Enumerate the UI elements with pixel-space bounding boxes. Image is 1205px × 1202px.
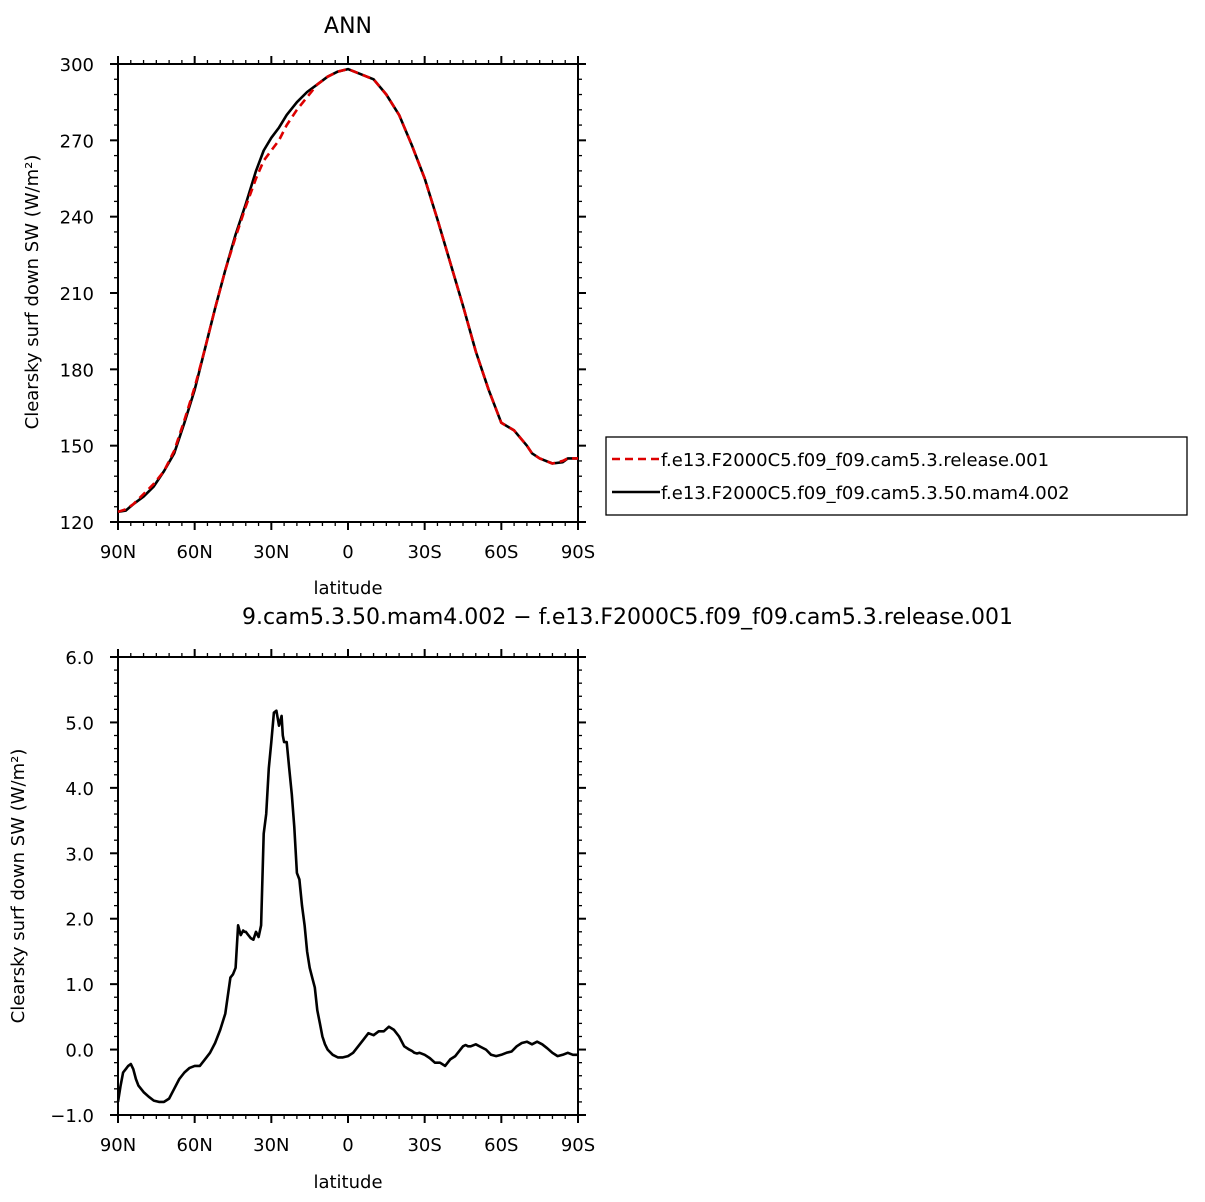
bottom-y-axis-label: Clearsky surf down SW (W/m²) xyxy=(8,749,29,1024)
top-y-tick-label: 120 xyxy=(60,513,94,534)
bottom-x-tick-label: 90N xyxy=(100,1135,136,1156)
legend-label-mam4: f.e13.F2000C5.f09_f09.cam5.3.50.mam4.002 xyxy=(661,483,1070,504)
top-y-tick-label: 300 xyxy=(60,55,94,76)
top-series-line-0 xyxy=(117,67,578,514)
bottom-x-axis-label: latitude xyxy=(313,1172,382,1193)
bottom-x-tick-label: 30N xyxy=(253,1135,289,1156)
bottom-x-tick-label: 0 xyxy=(342,1135,353,1156)
top-y-tick-label: 210 xyxy=(60,284,94,305)
bottom-y-tick-label: 6.0 xyxy=(65,648,94,669)
bottom-x-tick-label: 60N xyxy=(176,1135,212,1156)
bottom-panel: 9.cam5.3.50.mam4.002 − f.e13.F2000C5.f09… xyxy=(8,605,1013,1193)
top-x-tick-label: 90N xyxy=(100,542,136,563)
top-x-axis-label: latitude xyxy=(313,578,382,599)
top-y-tick-label: 150 xyxy=(60,437,94,458)
bottom-y-tick-label: 1.0 xyxy=(65,975,94,996)
top-x-tick-label: 30S xyxy=(407,542,441,563)
top-y-tick-label: 240 xyxy=(60,208,94,229)
bottom-x-tick-label: 60S xyxy=(484,1135,518,1156)
legend-label-release: f.e13.F2000C5.f09_f09.cam5.3.release.001 xyxy=(661,450,1049,471)
top-y-axis-label: Clearsky surf down SW (W/m²) xyxy=(22,155,43,430)
top-x-tick-label: 60N xyxy=(176,542,212,563)
bottom-y-tick-label: 3.0 xyxy=(65,844,94,865)
top-plot-frame xyxy=(117,63,579,523)
legend-box xyxy=(605,436,1188,516)
legend: f.e13.F2000C5.f09_f09.cam5.3.release.001… xyxy=(605,436,1188,516)
bottom-series-line-0 xyxy=(116,709,578,1104)
top-x-tick-label: 30N xyxy=(253,542,289,563)
top-x-tick-label: 0 xyxy=(342,542,353,563)
top-y-tick-label: 270 xyxy=(60,131,94,152)
bottom-y-tick-label: −1.0 xyxy=(50,1106,94,1127)
bottom-y-tick-label: 5.0 xyxy=(65,713,94,734)
bottom-series-group xyxy=(116,709,578,1104)
top-chart-title: ANN xyxy=(324,14,372,39)
bottom-x-tick-label: 90S xyxy=(561,1135,595,1156)
top-x-tick-label: 90S xyxy=(561,542,595,563)
bottom-axes: 90N 60N 30N 0 30S 60S 90S −1.0 0.0 1.0 2.0 3.0 4.0 5.… xyxy=(50,648,595,1156)
bottom-x-tick-label: 30S xyxy=(407,1135,441,1156)
top-x-tick-label: 60S xyxy=(484,542,518,563)
bottom-chart-title: 9.cam5.3.50.mam4.002 − f.e13.F2000C5.f09… xyxy=(242,605,1013,630)
top-series-group xyxy=(117,67,578,514)
top-y-tick-label: 180 xyxy=(60,360,94,381)
top-axes: 90N 60N 30N 0 30S 60S 90S 120 150 180 210 240 270 300 xyxy=(60,55,596,563)
bottom-y-tick-label: 4.0 xyxy=(65,779,94,800)
bottom-plot-frame xyxy=(117,656,579,1116)
top-panel: ANN Clearsky surf down SW (W/m²) 90N 60N 3… xyxy=(22,14,1188,599)
bottom-y-tick-label: 2.0 xyxy=(65,910,94,931)
top-series-line-1 xyxy=(117,67,578,514)
bottom-y-tick-label: 0.0 xyxy=(65,1041,94,1062)
